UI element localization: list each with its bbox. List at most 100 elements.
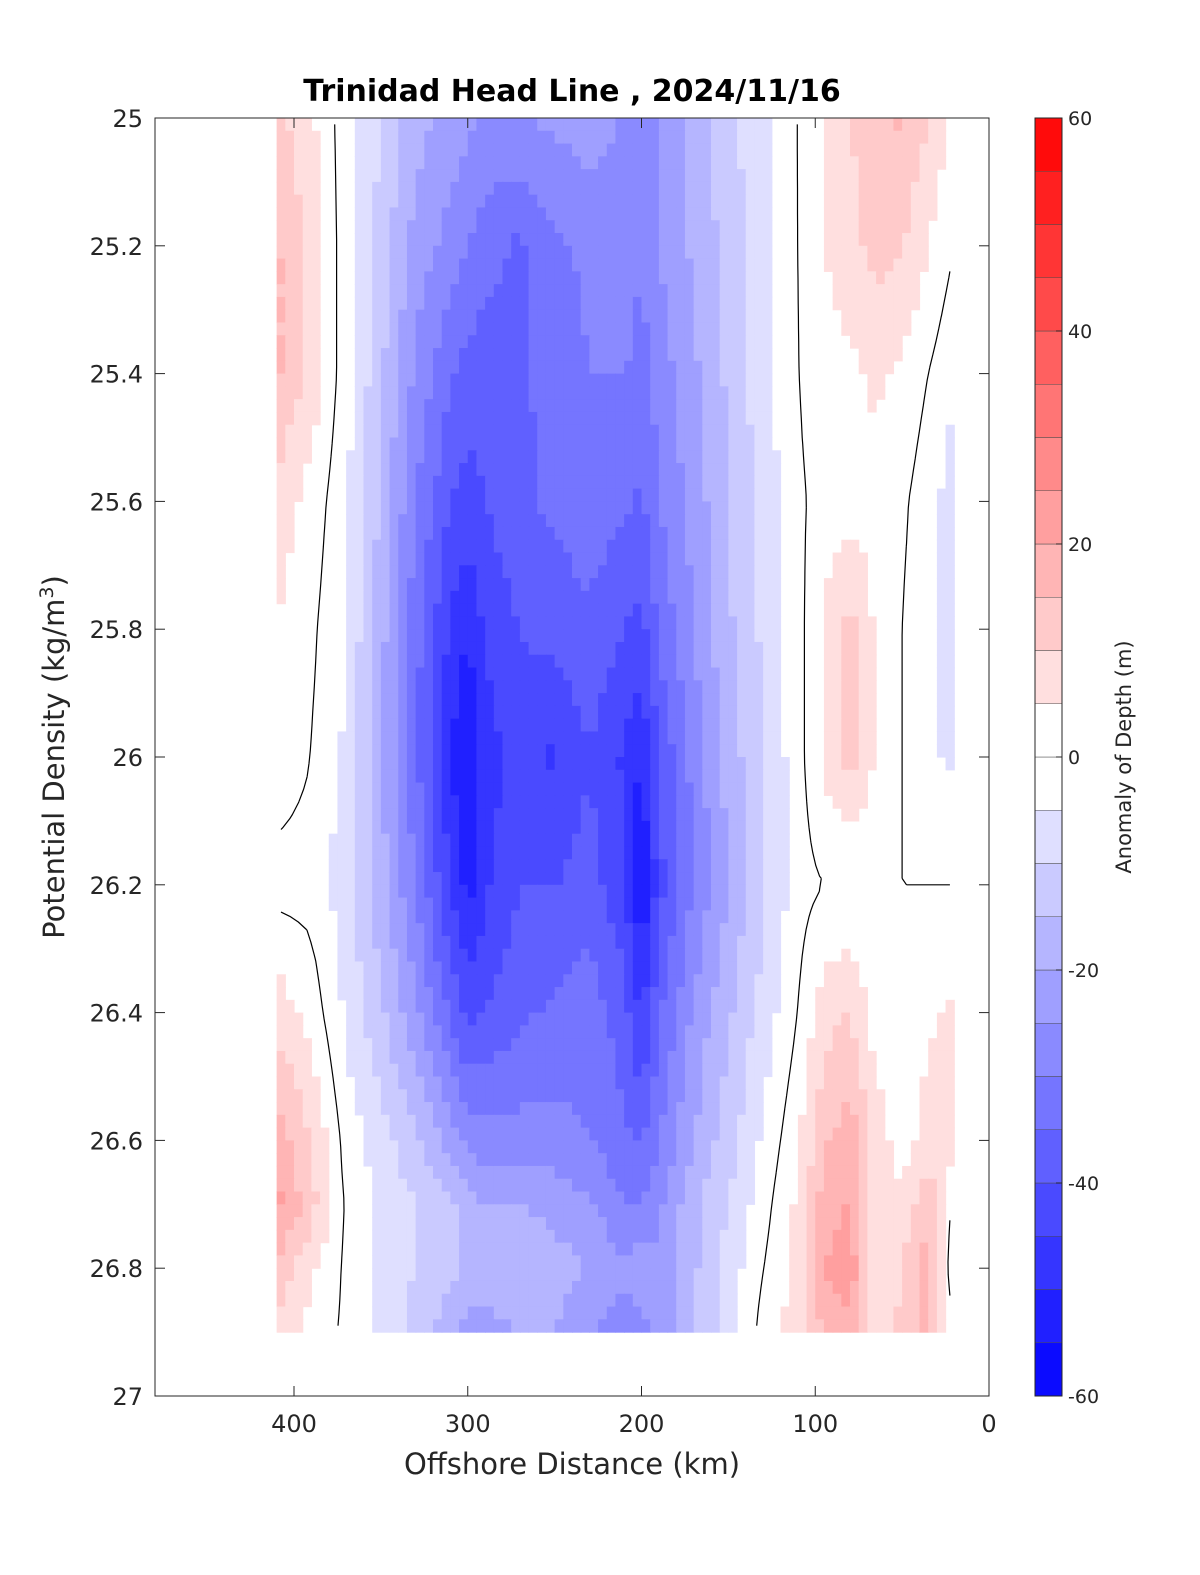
contour-cell xyxy=(502,1191,512,1205)
contour-cell xyxy=(606,552,617,566)
contour-cell xyxy=(702,552,712,566)
contour-cell xyxy=(554,731,564,745)
contour-cell xyxy=(667,808,677,822)
contour-cell xyxy=(372,731,382,745)
contour-cell xyxy=(415,1153,425,1167)
contour-cell xyxy=(441,578,451,592)
contour-cell xyxy=(563,348,573,362)
contour-cell xyxy=(354,233,365,247)
contour-cell xyxy=(433,833,443,848)
contour-cell xyxy=(572,923,582,937)
contour-cell xyxy=(372,757,382,771)
contour-cell xyxy=(433,974,443,988)
contour-cell xyxy=(928,156,938,170)
contour-cell xyxy=(702,999,712,1014)
contour-cell xyxy=(711,705,721,720)
contour-cell xyxy=(606,118,617,132)
contour-cell xyxy=(580,539,590,554)
contour-cell xyxy=(467,130,478,145)
contour-cell xyxy=(850,744,860,758)
contour-cell xyxy=(389,501,399,515)
contour-cell xyxy=(867,1063,877,1078)
contour-cell xyxy=(485,948,495,963)
contour-cell xyxy=(433,181,443,196)
contour-cell xyxy=(537,348,547,362)
contour-cell xyxy=(528,1153,538,1167)
contour-cell xyxy=(641,948,651,963)
contour-cell xyxy=(598,705,608,720)
contour-cell xyxy=(589,463,599,477)
contour-cell xyxy=(763,1012,773,1026)
contour-cell xyxy=(650,475,660,490)
contour-cell xyxy=(763,629,773,643)
contour-cell xyxy=(450,693,460,707)
contour-cell xyxy=(294,169,304,183)
contour-cell xyxy=(511,680,521,694)
contour-cell xyxy=(641,322,651,336)
contour-cell xyxy=(676,680,686,694)
contour-cell xyxy=(476,1063,486,1078)
contour-cell xyxy=(624,1076,634,1090)
contour-cell xyxy=(580,999,590,1014)
contour-cell xyxy=(485,322,495,336)
contour-cell xyxy=(441,820,451,835)
contour-cell xyxy=(641,910,651,924)
contour-cell xyxy=(572,488,582,502)
contour-cell xyxy=(754,961,764,975)
contour-cell xyxy=(285,156,295,170)
contour-cell xyxy=(580,475,590,490)
contour-cell xyxy=(589,616,599,630)
contour-cell xyxy=(519,475,530,490)
contour-cell xyxy=(641,603,651,618)
contour-cell xyxy=(693,1127,703,1141)
contour-cell xyxy=(893,118,903,132)
contour-cell xyxy=(658,795,669,809)
contour-cell xyxy=(667,910,677,924)
contour-cell xyxy=(424,1012,434,1026)
contour-cell xyxy=(276,1153,286,1167)
contour-cell xyxy=(320,1140,330,1154)
contour-cell xyxy=(858,1063,868,1078)
contour-cell xyxy=(354,450,365,464)
contour-cell xyxy=(702,1012,712,1026)
contour-cell xyxy=(580,386,590,400)
contour-cell xyxy=(285,309,295,324)
contour-cell xyxy=(519,590,530,605)
contour-cell xyxy=(276,1038,286,1052)
contour-cell xyxy=(415,795,425,809)
contour-cell xyxy=(737,1025,747,1039)
contour-cell xyxy=(511,1050,521,1065)
contour-cell xyxy=(485,1102,495,1116)
contour-cell xyxy=(459,731,469,745)
contour-cell xyxy=(389,1025,399,1039)
contour-cell xyxy=(867,207,877,221)
contour-cell xyxy=(823,258,834,272)
contour-cell xyxy=(624,923,634,937)
contour-cell xyxy=(823,169,834,183)
contour-cell xyxy=(771,475,782,490)
contour-cell xyxy=(476,130,486,145)
contour-cell xyxy=(919,130,929,145)
contour-cell xyxy=(398,1089,408,1103)
contour-cell xyxy=(372,143,382,157)
contour-cell xyxy=(554,309,564,324)
contour-cell xyxy=(632,360,643,375)
contour-cell xyxy=(745,1012,756,1026)
contour-cell xyxy=(450,181,460,196)
contour-cell xyxy=(493,1012,504,1026)
contour-cell xyxy=(632,1127,643,1141)
contour-cell xyxy=(945,488,955,502)
contour-cell xyxy=(823,641,834,656)
contour-cell xyxy=(294,1127,304,1141)
contour-cell xyxy=(389,641,399,656)
contour-cell xyxy=(450,271,460,285)
contour-cell xyxy=(415,1076,425,1090)
contour-cell xyxy=(858,718,868,733)
contour-cell xyxy=(415,641,425,656)
contour-cell xyxy=(919,1178,929,1193)
contour-cell xyxy=(493,935,504,950)
contour-cell xyxy=(519,437,530,451)
contour-cell xyxy=(415,1165,425,1180)
contour-cell xyxy=(450,590,460,605)
contour-cell xyxy=(485,1025,495,1039)
